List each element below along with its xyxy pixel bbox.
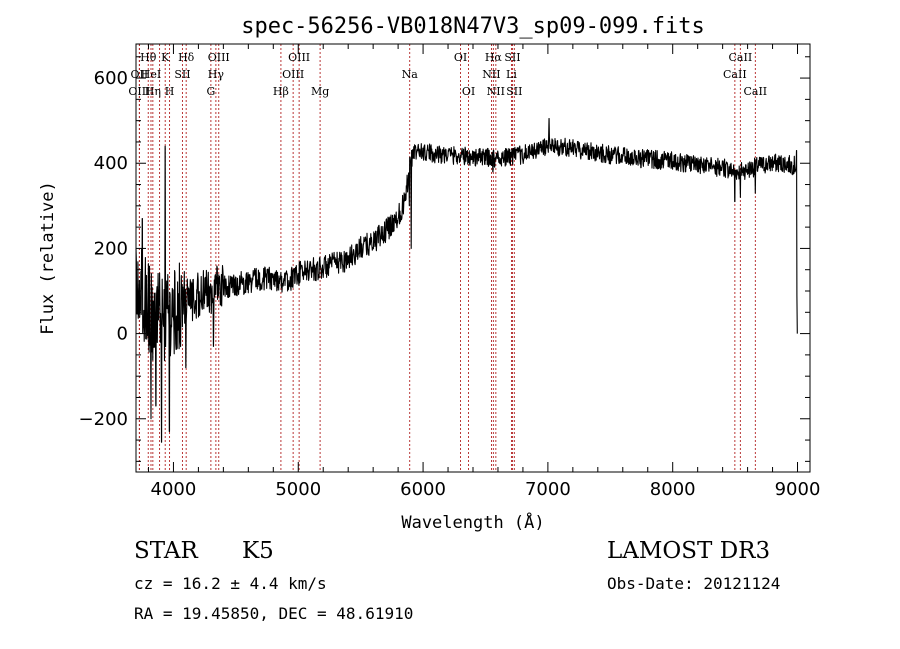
spectral-line-labels: OIIOIIIHθHeIHηKHSIIHδGHγOIIIHβOIIIOIIIMg… <box>128 51 767 98</box>
spectral-line-label: H <box>165 85 175 98</box>
x-tick-label: 9000 <box>775 479 821 500</box>
spectral-line-label: OIII <box>288 51 310 64</box>
x-tick-label: 5000 <box>275 479 321 500</box>
y-tick-label: −200 <box>79 409 128 430</box>
spectral-line-label: Li <box>506 68 517 81</box>
plot-frame <box>135 43 811 473</box>
spectral-line-markers <box>138 44 756 472</box>
object-subclass: K5 <box>242 538 274 564</box>
y-tick-label: 400 <box>94 153 128 174</box>
x-axis-ticks: 4000 5000 6000 7000 8000 9000 <box>147 44 821 500</box>
chart-title: spec-56256-VB018N47V3_sp09-099.fits <box>241 14 705 39</box>
y-axis-label: Flux (relative) <box>38 181 58 335</box>
x-tick-label: 8000 <box>650 479 696 500</box>
spectral-line-label: Hγ <box>208 68 225 81</box>
spectral-line-label: Mg <box>311 85 329 98</box>
coordinates: RA = 19.45850, DEC = 48.61910 <box>134 604 414 623</box>
spectral-line-label: CaII <box>729 51 753 64</box>
survey-name: LAMOST DR3 <box>607 538 771 564</box>
spectral-line-label: NII <box>487 85 505 98</box>
spectral-line-label: Hδ <box>178 51 195 64</box>
spectral-line-label: SII <box>504 51 520 64</box>
spectral-line-label: OIII <box>282 68 304 81</box>
spectral-line-label: Hβ <box>273 85 289 98</box>
x-axis-label: Wavelength (Å) <box>401 511 544 533</box>
x-tick-label: 6000 <box>400 479 446 500</box>
spectral-line-label: Hα <box>485 51 503 64</box>
spectral-line-label: HeI <box>141 68 161 81</box>
spectral-line-label: CaII <box>723 68 747 81</box>
object-class: STAR <box>134 538 198 564</box>
spectral-line-label: OI <box>462 85 475 98</box>
x-tick-label: 7000 <box>525 479 571 500</box>
spectrum-series-line <box>135 117 798 443</box>
spectral-line-label: G <box>206 85 215 98</box>
spectral-line-label: OI <box>454 51 467 64</box>
spectral-line-label: Hη <box>145 85 161 98</box>
spectral-line-label: SII <box>174 68 190 81</box>
observation-date: Obs-Date: 20121124 <box>607 574 781 593</box>
spectral-line-label: K <box>161 51 170 64</box>
spectral-line-label: NII <box>482 68 500 81</box>
x-tick-label: 4000 <box>151 479 197 500</box>
spectral-line-label: Na <box>402 68 419 81</box>
spectral-line-label: Hθ <box>140 51 157 64</box>
spectral-line-label: SII <box>506 85 522 98</box>
y-axis-ticks: −200 0 200 400 600 <box>79 56 810 462</box>
spectral-line-label: OIII <box>128 85 150 98</box>
redshift-value: cz = 16.2 ± 4.4 km/s <box>134 574 327 593</box>
spectral-line-label: CaII <box>743 85 767 98</box>
y-tick-label: 0 <box>117 324 128 345</box>
y-tick-label: 600 <box>94 68 128 89</box>
spectral-line-label: OIII <box>208 51 230 64</box>
y-tick-label: 200 <box>94 238 128 259</box>
